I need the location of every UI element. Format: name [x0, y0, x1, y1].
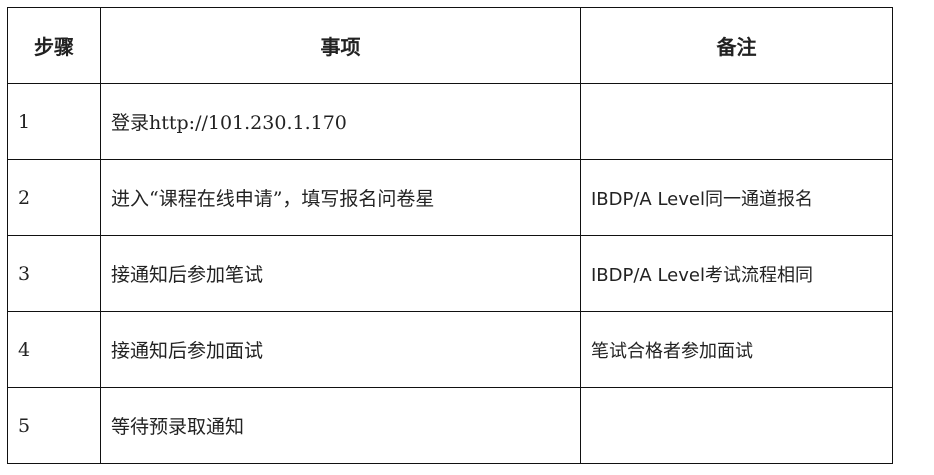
cell-note: IBDP/A Level同一通道报名 — [580, 159, 893, 236]
cell-note: 笔试合格者参加面试 — [580, 311, 893, 388]
table-row: 5 等待预录取通知 — [7, 387, 893, 464]
cell-item: 进入“课程在线申请”，填写报名问卷星 — [100, 159, 581, 236]
steps-table: 步骤 事项 备注 1 登录http://101.230.1.170 2 进入“课程在线… — [7, 7, 893, 464]
cell-item: 登录http://101.230.1.170 — [100, 83, 581, 160]
table-row: 2 进入“课程在线申请”，填写报名问卷星 IBDP/A Level同一通道报名 — [7, 159, 893, 236]
table-row: 3 接通知后参加笔试 IBDP/A Level考试流程相同 — [7, 235, 893, 312]
cell-note — [580, 83, 893, 160]
cell-item: 接通知后参加笔试 — [100, 235, 581, 312]
header-step: 步骤 — [7, 7, 101, 84]
cell-step: 1 — [7, 83, 101, 160]
header-row: 步骤 事项 备注 — [7, 7, 893, 84]
cell-item: 接通知后参加面试 — [100, 311, 581, 388]
cell-note — [580, 387, 893, 464]
cell-step: 3 — [7, 235, 101, 312]
cell-note: IBDP/A Level考试流程相同 — [580, 235, 893, 312]
header-item: 事项 — [100, 7, 581, 84]
cell-step: 5 — [7, 387, 101, 464]
table-row: 4 接通知后参加面试 笔试合格者参加面试 — [7, 311, 893, 388]
cell-item: 等待预录取通知 — [100, 387, 581, 464]
header-note: 备注 — [580, 7, 893, 84]
cell-step: 2 — [7, 159, 101, 236]
cell-step: 4 — [7, 311, 101, 388]
table-row: 1 登录http://101.230.1.170 — [7, 83, 893, 160]
